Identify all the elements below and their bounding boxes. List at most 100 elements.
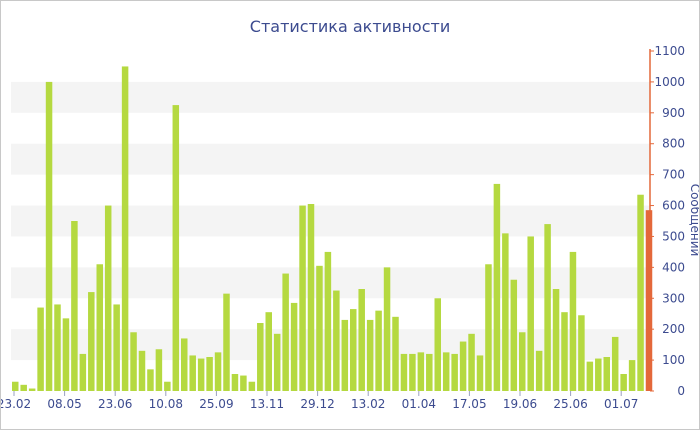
grid-band [11, 143, 650, 175]
bar[interactable] [383, 267, 391, 391]
bar[interactable] [28, 388, 36, 391]
x-tick-label: 23.02 [1, 397, 31, 411]
bar[interactable] [45, 81, 53, 391]
bar[interactable] [20, 384, 27, 391]
bar[interactable] [121, 66, 129, 391]
x-tick-label: 29.12 [300, 397, 334, 411]
bar[interactable] [214, 352, 222, 391]
bar[interactable] [603, 357, 611, 391]
y-tick-label: 1000 [654, 75, 685, 89]
x-axis-ticks: 23.02 08.05 23.06 10.08 25.09 13.11 29.12 13.02… [1, 391, 638, 411]
x-tick-label: 19.06 [503, 397, 537, 411]
bar[interactable] [442, 352, 450, 391]
bar[interactable] [417, 352, 425, 391]
bar[interactable] [595, 358, 602, 391]
bar[interactable] [544, 224, 551, 391]
bar[interactable] [510, 279, 518, 391]
bar[interactable] [189, 355, 196, 391]
bar[interactable] [71, 221, 78, 391]
bar[interactable] [155, 349, 163, 391]
bar[interactable] [265, 312, 273, 391]
bar-series [12, 66, 653, 391]
grid-band [11, 81, 650, 113]
y-tick-label: 900 [662, 106, 685, 120]
bar[interactable] [88, 292, 95, 391]
y-tick-label: 1100 [654, 44, 685, 58]
bar[interactable] [96, 264, 104, 391]
y-tick-label: 700 [662, 168, 685, 182]
x-tick-label: 13.02 [351, 397, 385, 411]
bar[interactable] [290, 302, 298, 391]
bar[interactable] [392, 316, 399, 391]
bar-current[interactable] [645, 210, 653, 391]
bar[interactable] [628, 360, 636, 391]
bar[interactable] [476, 355, 484, 391]
x-tick-label: 10.08 [149, 397, 183, 411]
bar[interactable] [104, 205, 112, 391]
bar[interactable] [307, 204, 315, 391]
bar[interactable] [240, 375, 247, 391]
bar[interactable] [197, 358, 205, 391]
y-tick-label: 0 [677, 384, 685, 398]
bar[interactable] [257, 323, 264, 391]
x-tick-label: 23.06 [98, 397, 132, 411]
bar[interactable] [527, 236, 534, 391]
y-tick-label: 500 [662, 229, 685, 243]
bar[interactable] [611, 336, 619, 391]
bar[interactable] [138, 350, 146, 391]
bar[interactable] [181, 338, 188, 391]
bar[interactable] [569, 251, 577, 391]
bar[interactable] [299, 205, 306, 391]
bar[interactable] [451, 353, 458, 391]
y-tick-label: 600 [662, 199, 685, 213]
y-tick-label: 300 [662, 291, 685, 305]
bar[interactable] [341, 319, 349, 391]
bar[interactable] [37, 307, 44, 391]
bar[interactable] [552, 289, 560, 391]
bar[interactable] [282, 273, 289, 391]
bar[interactable] [164, 381, 171, 391]
bar[interactable] [519, 332, 526, 391]
chart-title: Статистика активности [250, 17, 450, 36]
bar[interactable] [366, 319, 374, 391]
bar[interactable] [130, 332, 137, 391]
bar[interactable] [620, 374, 627, 391]
bar[interactable] [459, 341, 467, 391]
bar[interactable] [231, 374, 239, 391]
y-tick-label: 400 [662, 260, 685, 274]
bar[interactable] [350, 309, 357, 391]
bar[interactable] [113, 304, 120, 391]
bar[interactable] [358, 289, 365, 391]
bar[interactable] [400, 353, 408, 391]
bar[interactable] [578, 315, 585, 391]
bar[interactable] [637, 194, 644, 391]
bar[interactable] [502, 233, 509, 391]
bar[interactable] [79, 353, 87, 391]
bar[interactable] [434, 298, 442, 391]
bar[interactable] [12, 381, 19, 391]
bar[interactable] [324, 251, 332, 391]
bar[interactable] [485, 264, 492, 391]
bar[interactable] [316, 265, 323, 391]
bar[interactable] [333, 290, 340, 391]
bar[interactable] [206, 357, 213, 391]
bar[interactable] [409, 353, 416, 391]
bar[interactable] [62, 318, 70, 391]
x-tick-label: 01.07 [604, 397, 638, 411]
bar[interactable] [586, 361, 594, 391]
x-tick-label: 13.11 [250, 397, 284, 411]
bar[interactable] [147, 369, 154, 391]
bar[interactable] [493, 183, 501, 391]
bar[interactable] [468, 333, 475, 391]
y-axis-label: Сообщений [688, 184, 699, 257]
bar[interactable] [273, 333, 281, 391]
bar[interactable] [375, 310, 382, 391]
bar[interactable] [172, 105, 180, 391]
bar[interactable] [54, 304, 61, 391]
bar[interactable] [223, 293, 230, 391]
bar[interactable] [535, 350, 543, 391]
bar[interactable] [426, 353, 433, 391]
bar[interactable] [561, 312, 568, 391]
bar[interactable] [248, 381, 256, 391]
